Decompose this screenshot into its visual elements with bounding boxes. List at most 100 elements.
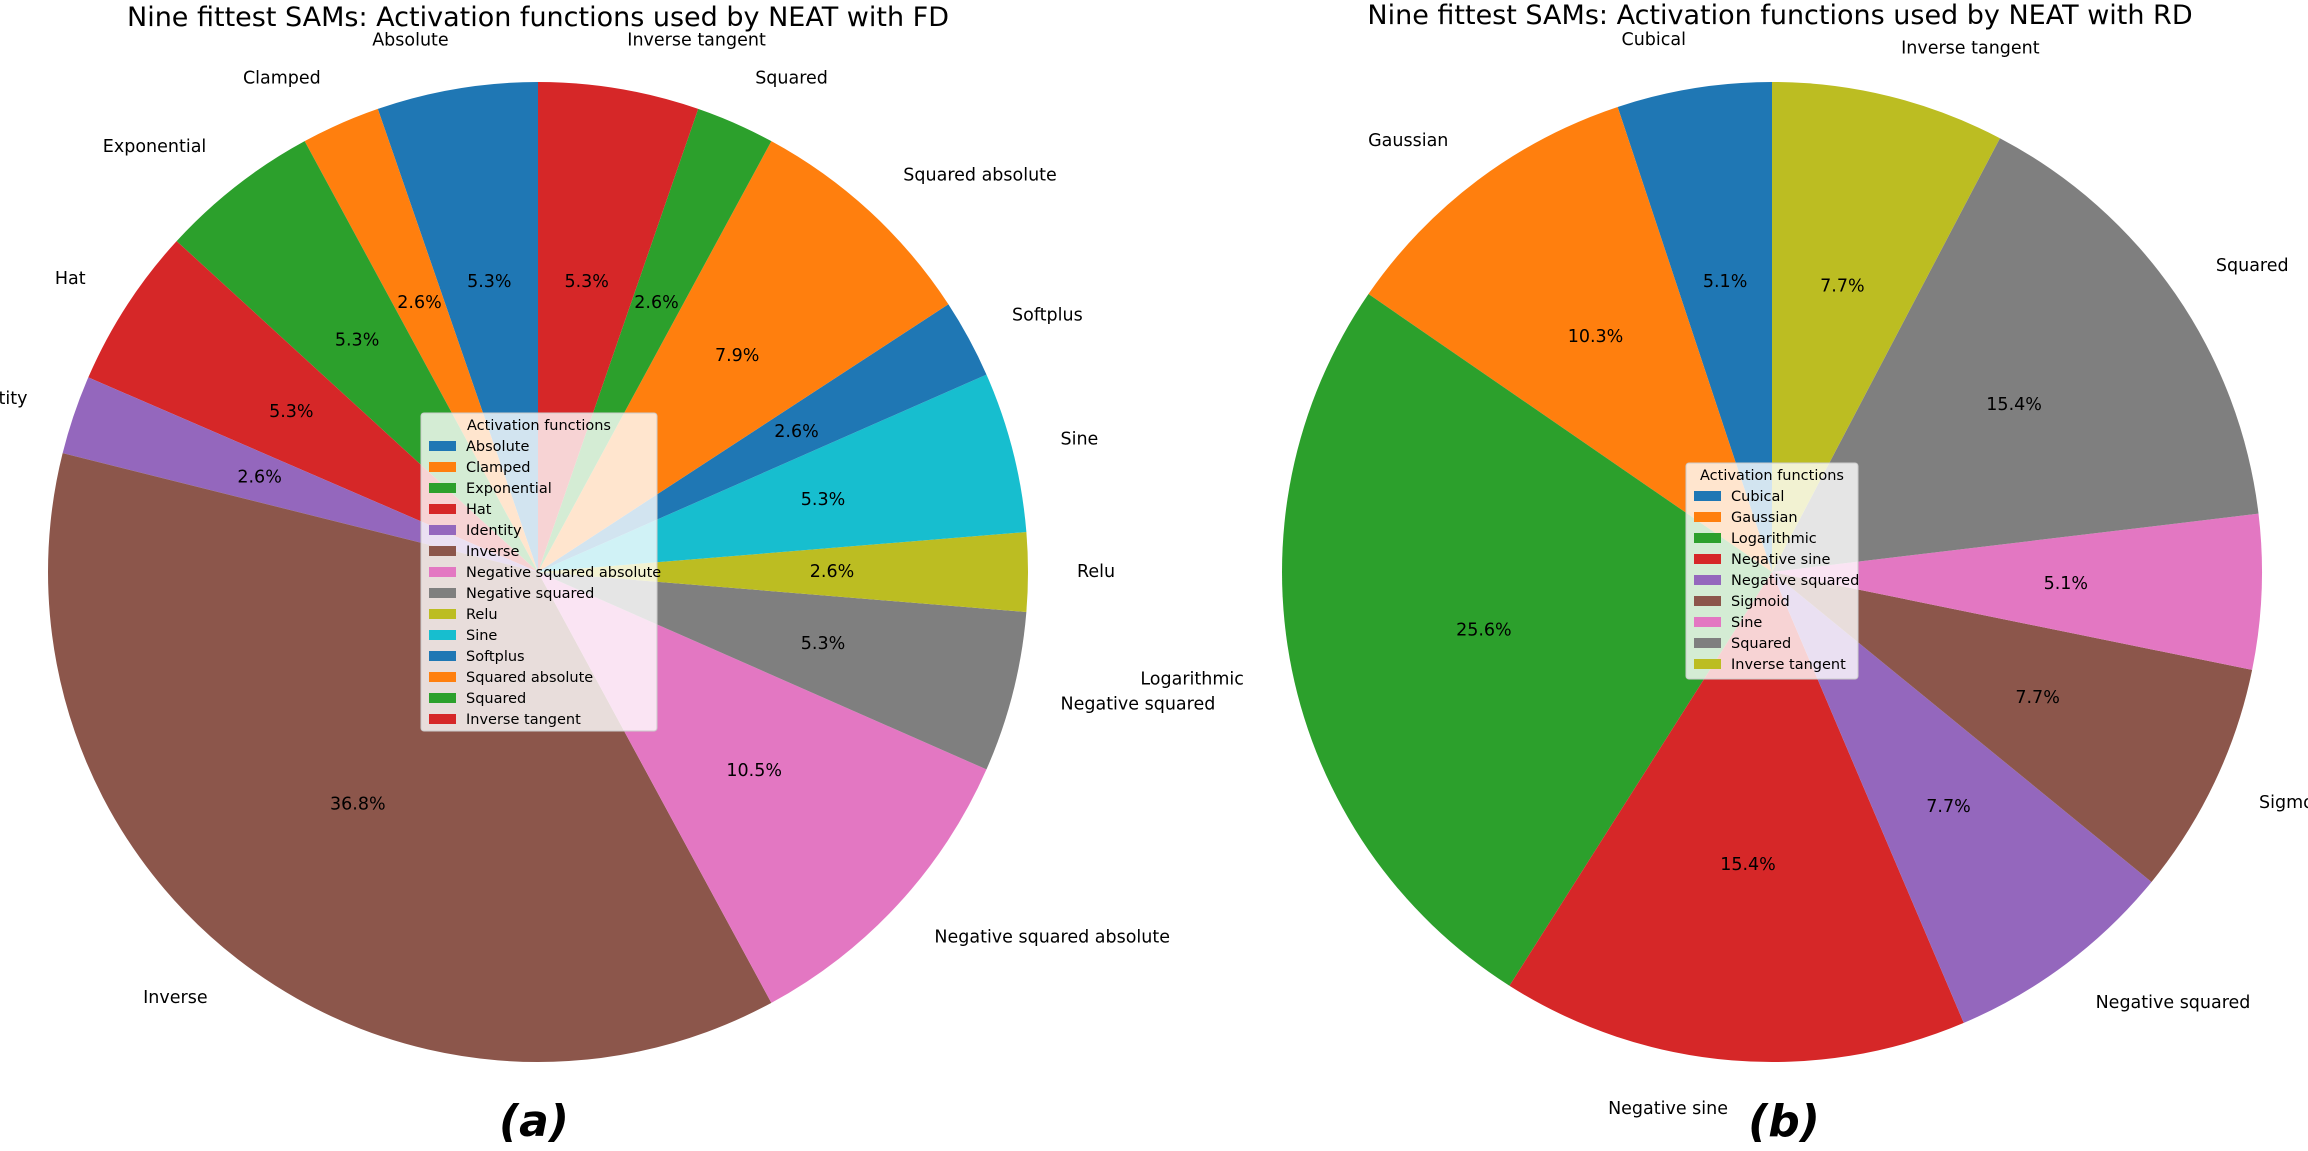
percent-label-negative-squared: 7.7% bbox=[1926, 797, 1970, 817]
slice-sine bbox=[1772, 513, 2262, 670]
slice-label-squared: Squared bbox=[755, 69, 828, 89]
slice-negative-sine bbox=[1509, 572, 1964, 1062]
slice-inverse-tangent bbox=[1772, 82, 2000, 572]
pie-chart-b: Nine fittest SAMs: Activation functions … bbox=[1140, 0, 2308, 1147]
pie-chart-a: Nine fittest SAMs: Activation functions … bbox=[0, 2, 1215, 1147]
slice-negative-squared bbox=[538, 572, 1027, 770]
legend-swatch-clamped bbox=[429, 462, 456, 472]
percent-label-gaussian: 10.3% bbox=[1568, 327, 1624, 347]
slice-label-sine: Sine bbox=[1061, 430, 1099, 450]
legend-label-squared: Squared bbox=[466, 691, 526, 707]
legend-label-clamped: Clamped bbox=[466, 460, 531, 476]
legend-swatch-negative-squared-absolute bbox=[429, 567, 456, 577]
legend-label-cubical: Cubical bbox=[1731, 489, 1784, 505]
legend-title: Activation functions bbox=[467, 418, 611, 434]
slice-label-hat: Hat bbox=[55, 269, 86, 289]
percent-label-hat: 5.3% bbox=[269, 402, 313, 422]
percent-label-sine: 5.3% bbox=[801, 490, 845, 510]
legend-label-sigmoid: Sigmoid bbox=[1731, 594, 1790, 610]
legend-swatch-squared-absolute bbox=[429, 672, 456, 682]
slice-label-absolute: Absolute bbox=[372, 31, 449, 51]
slice-label-squared: Squared bbox=[2216, 256, 2289, 276]
legend-swatch-squared bbox=[429, 693, 456, 703]
percent-label-sine: 5.1% bbox=[2044, 574, 2088, 594]
slice-label-negative-sine: Negative sine bbox=[1608, 1099, 1728, 1119]
legend-box bbox=[420, 412, 658, 732]
slice-label-squared-absolute: Squared absolute bbox=[903, 166, 1057, 186]
slices-b bbox=[1282, 82, 2262, 1062]
legend-label-exponential: Exponential bbox=[466, 481, 552, 497]
slice-label-inverse-tangent: Inverse tangent bbox=[627, 31, 766, 51]
slice-inverse bbox=[48, 453, 772, 1062]
legend-swatch-softplus bbox=[429, 651, 456, 661]
slice-label-sigmoid: Sigmoid bbox=[2259, 793, 2308, 813]
percent-label-negative-squared-absolute: 10.5% bbox=[726, 761, 782, 781]
slice-label-inverse: Inverse bbox=[143, 988, 207, 1008]
percent-label-clamped: 2.6% bbox=[397, 293, 441, 313]
percent-label-inverse-tangent: 5.3% bbox=[564, 272, 608, 292]
percent-label-squared: 15.4% bbox=[1986, 395, 2042, 415]
slice-label-cubical: Cubical bbox=[1622, 30, 1687, 50]
legend-label-identity: Identity bbox=[466, 523, 522, 539]
legend-label-softplus: Softplus bbox=[466, 649, 525, 665]
legend-swatch-negative-squared bbox=[1694, 575, 1721, 585]
legend-swatch-absolute bbox=[429, 441, 456, 451]
percent-labels-a: 5.3% 2.6% 5.3% 5.3% 2.6% 36.8% 10.5% 5.3% 2.6% 5.… bbox=[237, 272, 854, 814]
legend-swatch-inverse-tangent bbox=[429, 714, 456, 724]
slice-label-identity: Identity bbox=[0, 389, 28, 409]
legend-label-sine: Sine bbox=[466, 628, 497, 644]
chart-title-b: Nine fittest SAMs: Activation functions … bbox=[1367, 0, 2192, 31]
slice-label-negative-squared: Negative squared bbox=[2096, 993, 2251, 1013]
legend-label-gaussian: Gaussian bbox=[1731, 510, 1798, 526]
percent-label-identity: 2.6% bbox=[237, 468, 281, 488]
slice-labels-a: Absolute Clamped Exponential Hat Identity Inv… bbox=[0, 31, 1215, 1008]
slice-label-relu: Relu bbox=[1077, 562, 1115, 582]
legend-swatch-squared bbox=[1694, 638, 1721, 648]
slice-label-negative-squared: Negative squared bbox=[1061, 694, 1216, 714]
slice-sigmoid bbox=[1772, 572, 2253, 882]
percent-label-inverse-tangent: 7.7% bbox=[1820, 277, 1864, 297]
panel-label-a: (a) bbox=[499, 1096, 569, 1147]
slice-sine bbox=[538, 374, 1027, 572]
legend-label-squared-absolute: Squared absolute bbox=[466, 670, 593, 686]
legend-swatch-cubical bbox=[1694, 491, 1721, 501]
legend-swatch-hat bbox=[429, 504, 456, 514]
legend-swatch-identity bbox=[429, 525, 456, 535]
legend-swatch-gaussian bbox=[1694, 512, 1721, 522]
percent-label-sigmoid: 7.7% bbox=[2015, 688, 2059, 708]
slice-label-softplus: Softplus bbox=[1012, 305, 1083, 325]
slice-label-gaussian: Gaussian bbox=[1368, 131, 1448, 151]
legend-swatch-logarithmic bbox=[1694, 533, 1721, 543]
legend-swatch-inverse bbox=[429, 546, 456, 556]
legend-swatch-inverse-tangent bbox=[1694, 659, 1721, 669]
legend-swatch-exponential bbox=[429, 483, 456, 493]
slice-squared bbox=[1772, 138, 2259, 573]
percent-label-squared-absolute: 7.9% bbox=[715, 346, 759, 366]
slice-logarithmic bbox=[1282, 294, 1772, 986]
percent-label-inverse: 36.8% bbox=[330, 794, 386, 814]
legend-label-hat: Hat bbox=[466, 502, 492, 518]
legend-label-negative-sine: Negative sine bbox=[1731, 552, 1830, 568]
slice-labels-b: Cubical Gaussian Logarithmic Negative sine N… bbox=[1140, 30, 2308, 1119]
legend-swatch-relu bbox=[429, 609, 456, 619]
percent-label-softplus: 2.6% bbox=[774, 422, 818, 442]
legend-label-sine: Sine bbox=[1731, 615, 1762, 631]
legend-title: Activation functions bbox=[1700, 468, 1844, 484]
percent-label-negative-sine: 15.4% bbox=[1720, 855, 1776, 875]
slice-relu bbox=[538, 532, 1029, 612]
legend-label-logarithmic: Logarithmic bbox=[1731, 531, 1817, 547]
legend-label-relu: Relu bbox=[466, 607, 498, 623]
slice-label-negative-squared-absolute: Negative squared absolute bbox=[934, 927, 1170, 947]
legend-label-negative-squared: Negative squared bbox=[466, 586, 594, 602]
slice-identity bbox=[62, 377, 538, 572]
slice-label-exponential: Exponential bbox=[103, 137, 207, 157]
legend-swatch-sigmoid bbox=[1694, 596, 1721, 606]
slice-gaussian bbox=[1368, 106, 1772, 572]
legend-a: Activation functions Absolute Clamped Expon… bbox=[420, 412, 661, 732]
legend-label-inverse-tangent: Inverse tangent bbox=[1731, 657, 1846, 673]
percent-label-logarithmic: 25.6% bbox=[1456, 621, 1512, 641]
slice-cubical bbox=[1617, 82, 1772, 572]
legend-swatch-negative-sine bbox=[1694, 554, 1721, 564]
legend-label-absolute: Absolute bbox=[466, 439, 529, 455]
